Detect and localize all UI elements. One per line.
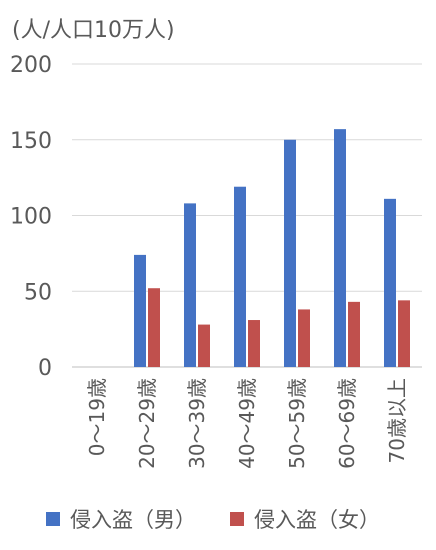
legend-label-female: 侵入盗（女） xyxy=(254,508,380,532)
x-tick-label-6: 70歳以上 xyxy=(385,378,409,463)
x-tick-label-4: 50～59歳 xyxy=(285,378,309,469)
legend-swatch-female xyxy=(230,512,244,526)
y-tick-label: 0 xyxy=(38,356,52,381)
legend-item-female: 侵入盗（女） xyxy=(230,504,380,534)
bar-female-2 xyxy=(198,324,210,367)
bar-female-6 xyxy=(398,300,410,367)
bar-female-1 xyxy=(148,288,160,367)
bar-female-3 xyxy=(248,320,260,367)
y-tick-label: 50 xyxy=(24,280,52,305)
legend-label-male: 侵入盗（男） xyxy=(70,508,196,532)
y-tick-label: 150 xyxy=(10,129,52,154)
bar-male-2 xyxy=(184,203,196,367)
legend-swatch-male xyxy=(46,512,60,526)
legend-item-male: 侵入盗（男） xyxy=(46,504,196,534)
bar-male-5 xyxy=(334,129,346,367)
x-tick-label-1: 20～29歳 xyxy=(135,378,159,469)
bar-female-5 xyxy=(348,301,360,367)
y-axis-unit-label: (人/人口10万人) xyxy=(12,18,175,43)
bar-male-3 xyxy=(234,186,246,367)
y-tick-label: 100 xyxy=(10,205,52,230)
bar-male-4 xyxy=(284,139,296,367)
bar-male-1 xyxy=(134,254,146,367)
y-tick-label: 200 xyxy=(10,53,52,78)
x-tick-label-3: 40～49歳 xyxy=(235,378,259,469)
x-tick-label-0: 0～19歳 xyxy=(85,378,109,456)
x-tick-label-2: 30～39歳 xyxy=(185,378,209,469)
bar-female-4 xyxy=(298,309,310,367)
legend: 侵入盗（男） 侵入盗（女） xyxy=(46,506,414,532)
bar-male-6 xyxy=(384,198,396,367)
x-tick-label-5: 60～69歳 xyxy=(335,378,359,469)
